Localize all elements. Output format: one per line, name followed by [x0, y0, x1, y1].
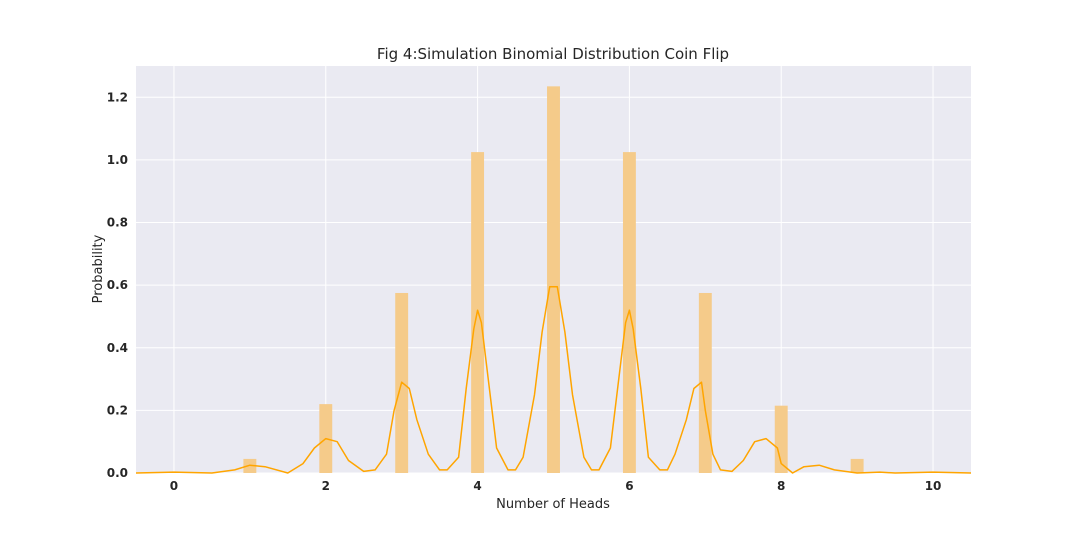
y-tick-label: 0.6: [107, 278, 128, 292]
y-tick-label: 1.0: [107, 153, 128, 167]
y-axis-label: Probability: [91, 234, 106, 303]
x-tick-labels: 0 2 4 6 8 10: [170, 479, 942, 493]
x-tick-label: 10: [925, 479, 942, 493]
kde-line-layer: [135, 285, 972, 474]
chart-title: Fig 4:Simulation Binomial Distribution C…: [377, 45, 729, 63]
y-tick-labels: 0.0 0.2 0.4 0.6 0.8 1.0 1.2: [107, 90, 128, 480]
histogram-bar: [547, 86, 560, 473]
y-tick-label: 0.2: [107, 403, 128, 417]
x-axis-label: Number of Heads: [496, 497, 610, 512]
y-tick-label: 0.4: [107, 341, 128, 355]
y-tick-label: 0.8: [107, 216, 128, 230]
y-tick-label: 0.0: [107, 466, 128, 480]
histogram-bar: [850, 458, 864, 473]
x-tick-label: 0: [170, 479, 178, 493]
x-tick-label: 4: [473, 479, 481, 493]
x-tick-label: 6: [625, 479, 633, 493]
y-tick-label: 1.2: [107, 90, 128, 104]
x-tick-label: 2: [322, 479, 330, 493]
x-tick-label: 8: [777, 479, 785, 493]
kde-line: [135, 285, 972, 474]
histogram-bar: [774, 405, 788, 473]
